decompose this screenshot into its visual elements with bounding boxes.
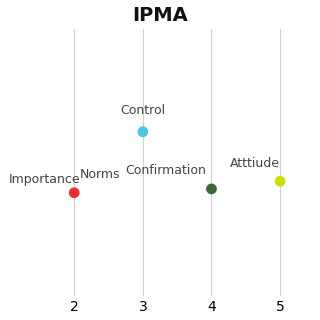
Text: Confirmation: Confirmation — [125, 164, 206, 178]
Text: Control: Control — [120, 103, 165, 116]
Point — [140, 129, 145, 134]
Point — [209, 186, 214, 191]
Point — [72, 190, 77, 195]
Text: Norms: Norms — [80, 168, 120, 181]
Point — [277, 179, 283, 184]
Text: Atttiude: Atttiude — [230, 157, 280, 170]
Title: IPMA: IPMA — [132, 5, 188, 25]
Text: Importance: Importance — [9, 173, 81, 186]
